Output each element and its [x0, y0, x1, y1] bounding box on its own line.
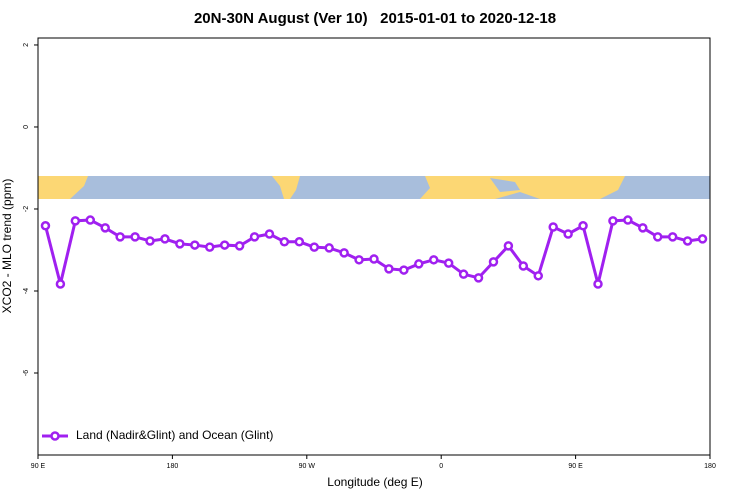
point	[294, 237, 305, 247]
point	[369, 254, 379, 264]
point	[40, 221, 51, 231]
point	[458, 269, 469, 279]
x-axis-label: Longitude (deg E)	[327, 475, 422, 489]
chart-title: 20N-30N August (Ver 10) 2015-01-01 to 20…	[194, 10, 556, 27]
point	[473, 273, 484, 283]
point	[324, 243, 334, 253]
point	[219, 240, 230, 250]
legend-marker	[50, 431, 60, 441]
y-tick-label: -4	[23, 288, 30, 294]
point	[55, 279, 66, 289]
point	[354, 255, 364, 265]
point	[697, 234, 708, 244]
x-tick-label: 0	[439, 463, 443, 470]
y-axis-label: XCO2 - MLO trend (ppm)	[0, 179, 14, 314]
point	[638, 223, 648, 233]
legend-label: Land (Nadir&Glint) and Ocean (Glint)	[76, 428, 273, 442]
point	[204, 242, 215, 252]
land	[38, 176, 88, 199]
x-tick-label: 180	[704, 463, 716, 470]
point	[115, 232, 125, 242]
point	[100, 223, 110, 233]
point	[563, 229, 573, 239]
plot-frame	[37, 37, 711, 456]
point	[279, 237, 290, 247]
x-tick-label: 90 E	[568, 463, 583, 470]
point	[234, 241, 245, 251]
point	[264, 229, 275, 239]
point	[145, 236, 155, 246]
point	[160, 234, 170, 244]
point	[249, 232, 260, 242]
point	[190, 240, 200, 250]
point	[593, 279, 603, 289]
point	[503, 241, 514, 251]
y-tick-label: 0	[23, 125, 30, 129]
y-tick-label: 2	[23, 43, 30, 47]
point	[70, 216, 81, 226]
point	[175, 239, 185, 249]
point	[623, 215, 633, 225]
point	[443, 258, 454, 268]
x-tick-label: 180	[167, 463, 179, 470]
point	[339, 248, 349, 258]
point	[309, 242, 320, 252]
point	[384, 264, 394, 274]
sea	[490, 178, 520, 192]
point	[399, 265, 409, 275]
series-line	[44, 218, 703, 285]
point	[518, 261, 529, 271]
land	[420, 176, 625, 199]
point	[533, 271, 544, 281]
point	[548, 222, 558, 232]
point	[667, 232, 678, 242]
point	[652, 232, 663, 242]
point	[578, 221, 588, 231]
point	[130, 232, 140, 242]
x-tick-label: 90 W	[299, 463, 316, 470]
y-tick-label: -6	[23, 370, 30, 376]
point	[428, 255, 439, 265]
point	[414, 259, 424, 269]
x-tick-label: 90 E	[31, 463, 46, 470]
point	[682, 236, 693, 246]
point	[608, 216, 618, 226]
y-tick-label: -2	[23, 206, 30, 212]
point	[85, 215, 96, 225]
land	[272, 176, 300, 199]
map-strip	[38, 176, 710, 199]
point	[488, 257, 499, 267]
